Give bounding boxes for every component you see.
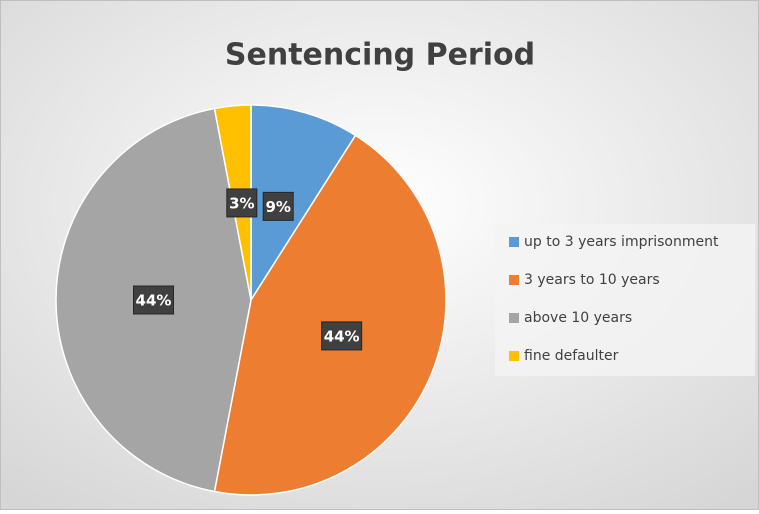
data-label: 9% xyxy=(265,198,290,216)
data-label-box xyxy=(226,188,258,218)
pie-slice xyxy=(213,134,447,496)
data-label-box xyxy=(133,285,174,315)
legend-box xyxy=(495,224,755,376)
data-label: 3% xyxy=(229,194,254,212)
legend-swatch xyxy=(509,313,519,323)
chart-title: Sentencing Period xyxy=(225,38,535,73)
legend-swatch xyxy=(509,275,519,285)
legend-label: up to 3 years imprisonment xyxy=(524,234,719,250)
data-label: 44% xyxy=(324,327,360,345)
legend-label: fine defaulter xyxy=(524,348,619,364)
legend-label: above 10 years xyxy=(524,310,632,326)
legend-label: 3 years to 10 years xyxy=(524,272,660,288)
legend-swatch xyxy=(509,351,519,361)
legend-swatch xyxy=(509,237,519,247)
data-label: 44% xyxy=(136,292,172,310)
data-label-box xyxy=(321,321,363,351)
pie-slice xyxy=(250,104,357,303)
data-label-box xyxy=(262,191,294,221)
